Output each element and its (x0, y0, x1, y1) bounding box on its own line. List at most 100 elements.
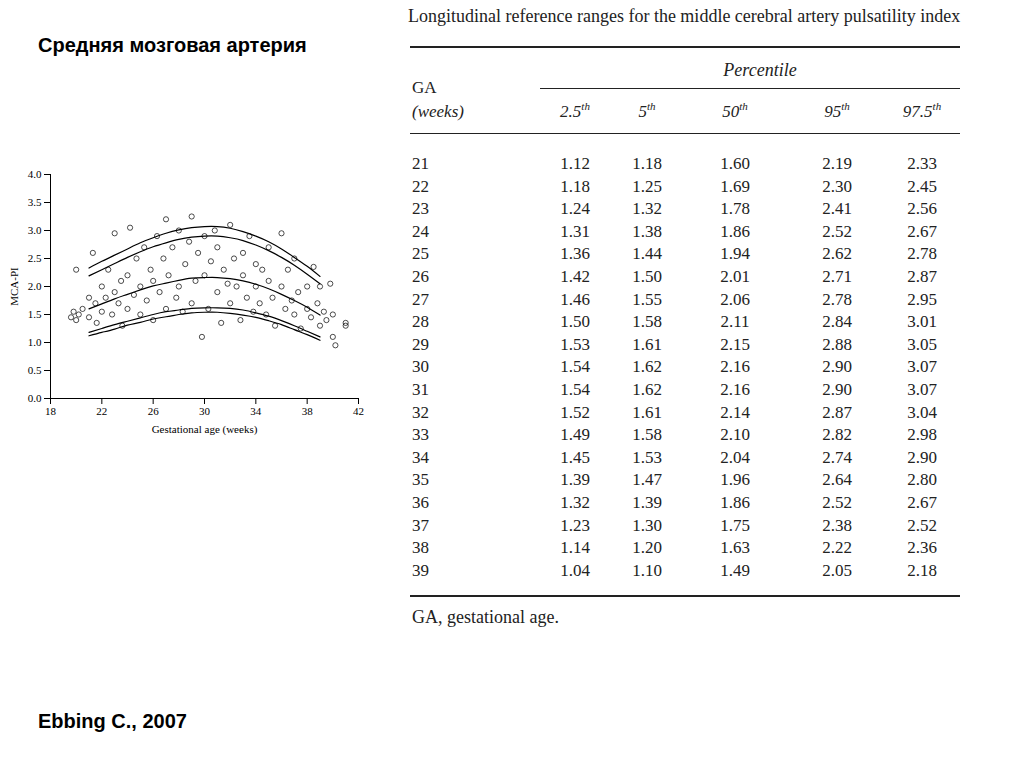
svg-text:26: 26 (148, 405, 160, 417)
html-text:2.78: 2.78 (822, 289, 852, 309)
html-text:3.04: 3.04 (907, 402, 937, 422)
svg-text:18: 18 (45, 405, 57, 417)
html-text:2.36: 2.36 (907, 538, 937, 558)
html-text:1.44: 1.44 (632, 244, 662, 264)
html-text:2.90: 2.90 (822, 357, 852, 377)
html-text:2.52: 2.52 (822, 221, 852, 241)
html-text:1.46: 1.46 (560, 289, 590, 309)
html-text:97.5th: 97.5th (902, 100, 942, 121)
html-text:1.31: 1.31 (560, 221, 590, 241)
svg-text:4.0: 4.0 (28, 168, 42, 180)
html-text:1.96: 1.96 (720, 470, 750, 490)
html-text:1.36: 1.36 (560, 244, 590, 264)
html-text:3.07: 3.07 (907, 357, 937, 377)
svg-text:22: 22 (96, 405, 107, 417)
html-text:2.98: 2.98 (907, 425, 937, 445)
html-text:1.49: 1.49 (720, 560, 750, 580)
html-text:1.75: 1.75 (720, 515, 750, 535)
html-text:2.22: 2.22 (822, 538, 852, 558)
html-text:1.55: 1.55 (632, 289, 662, 309)
html-text:1.52: 1.52 (560, 402, 590, 422)
html-text:Средняя мозговая артерия: Средняя мозговая артерия (38, 34, 307, 56)
svg-text:MCA-PI: MCA-PI (8, 267, 20, 306)
html-text:1.45: 1.45 (560, 447, 590, 467)
html-text:1.39: 1.39 (560, 470, 590, 490)
html-text:2.67: 2.67 (907, 221, 937, 241)
html-text:3.01: 3.01 (907, 312, 937, 332)
html-text:2.90: 2.90 (907, 447, 937, 467)
html-text:50th: 50th (722, 100, 748, 121)
svg-text:Gestational age (weeks): Gestational age (weeks) (152, 423, 258, 436)
html-text:1.10: 1.10 (632, 560, 662, 580)
html-text:1.86: 1.86 (720, 221, 750, 241)
html-text:2.41: 2.41 (822, 199, 852, 219)
html-text:1.04: 1.04 (560, 560, 590, 580)
html-text:1.58: 1.58 (632, 312, 662, 332)
html-text:2.06: 2.06 (720, 289, 750, 309)
html-text:1.78: 1.78 (720, 199, 750, 219)
html-text:1.25: 1.25 (632, 176, 662, 196)
html-text:2.78: 2.78 (907, 244, 937, 264)
html-text:1.47: 1.47 (632, 470, 662, 490)
html-text:1.18: 1.18 (560, 176, 590, 196)
html-text:1.61: 1.61 (632, 334, 662, 354)
html-text:2.04: 2.04 (720, 447, 750, 467)
html-text:2.15: 2.15 (720, 334, 750, 354)
html-text:1.94: 1.94 (720, 244, 750, 264)
html-text:2.52: 2.52 (907, 515, 937, 535)
html-text:1.53: 1.53 (632, 447, 662, 467)
html-text:2.88: 2.88 (822, 334, 852, 354)
html-text:1.23: 1.23 (560, 515, 590, 535)
html-text:2.95: 2.95 (907, 289, 937, 309)
html-text:2.74: 2.74 (822, 447, 852, 467)
html-text:GA, gestational age.: GA, gestational age. (412, 607, 559, 628)
html-text:2.16: 2.16 (720, 357, 750, 377)
html-text:2.82: 2.82 (822, 425, 852, 445)
html-text:1.49: 1.49 (560, 425, 590, 445)
svg-text:3.5: 3.5 (28, 196, 42, 208)
html-text:1.63: 1.63 (720, 538, 750, 558)
html-text:2.38: 2.38 (822, 515, 852, 535)
html-text:2.62: 2.62 (822, 244, 852, 264)
svg-text:34: 34 (250, 405, 261, 417)
html-text:1.50: 1.50 (560, 312, 590, 332)
html-text:2.56: 2.56 (907, 199, 937, 219)
html-text:2.80: 2.80 (907, 470, 937, 490)
svg-text:1.0: 1.0 (28, 336, 42, 348)
html-text:2.30: 2.30 (822, 176, 852, 196)
svg-text:2.5: 2.5 (28, 252, 42, 264)
html-text:3.05: 3.05 (907, 334, 937, 354)
svg-text:1.5: 1.5 (28, 308, 42, 320)
svg-text:3.0: 3.0 (28, 224, 42, 236)
svg-text:0.0: 0.0 (28, 392, 42, 404)
html-text:Percentile: Percentile (723, 60, 797, 80)
html-text:1.54: 1.54 (560, 357, 590, 377)
html-text:2.87: 2.87 (822, 402, 852, 422)
html-text:1.62: 1.62 (632, 357, 662, 377)
html-text:1.20: 1.20 (632, 538, 662, 558)
svg-text:0.5: 0.5 (28, 364, 42, 376)
html-text:1.24: 1.24 (560, 199, 590, 219)
html-text:2.10: 2.10 (720, 425, 750, 445)
svg-text:38: 38 (302, 405, 314, 417)
svg-text:2.0: 2.0 (28, 280, 42, 292)
html-text:Ebbing C., 2007: Ebbing C., 2007 (38, 710, 187, 732)
html-text:2.14: 2.14 (720, 402, 750, 422)
html-text:1.61: 1.61 (632, 402, 662, 422)
html-text:1.32: 1.32 (632, 199, 662, 219)
svg-text:30: 30 (199, 405, 211, 417)
html-text:2.64: 2.64 (822, 470, 852, 490)
html-text:2.11: 2.11 (720, 312, 750, 332)
html-text:1.58: 1.58 (632, 425, 662, 445)
html-text:1.14: 1.14 (560, 538, 590, 558)
svg-text:42: 42 (353, 405, 364, 417)
html-text:1.30: 1.30 (632, 515, 662, 535)
html-text:95th: 95th (824, 100, 850, 121)
html-text:2.84: 2.84 (822, 312, 852, 332)
html-text:1.53: 1.53 (560, 334, 590, 354)
html-text:2.5th: 2.5th (560, 100, 590, 121)
html-text:1.69: 1.69 (720, 176, 750, 196)
html-text:1.38: 1.38 (632, 221, 662, 241)
html-text:2.45: 2.45 (907, 176, 937, 196)
html-text:Longitudinal reference ranges: Longitudinal reference ranges for the mi… (408, 6, 961, 26)
